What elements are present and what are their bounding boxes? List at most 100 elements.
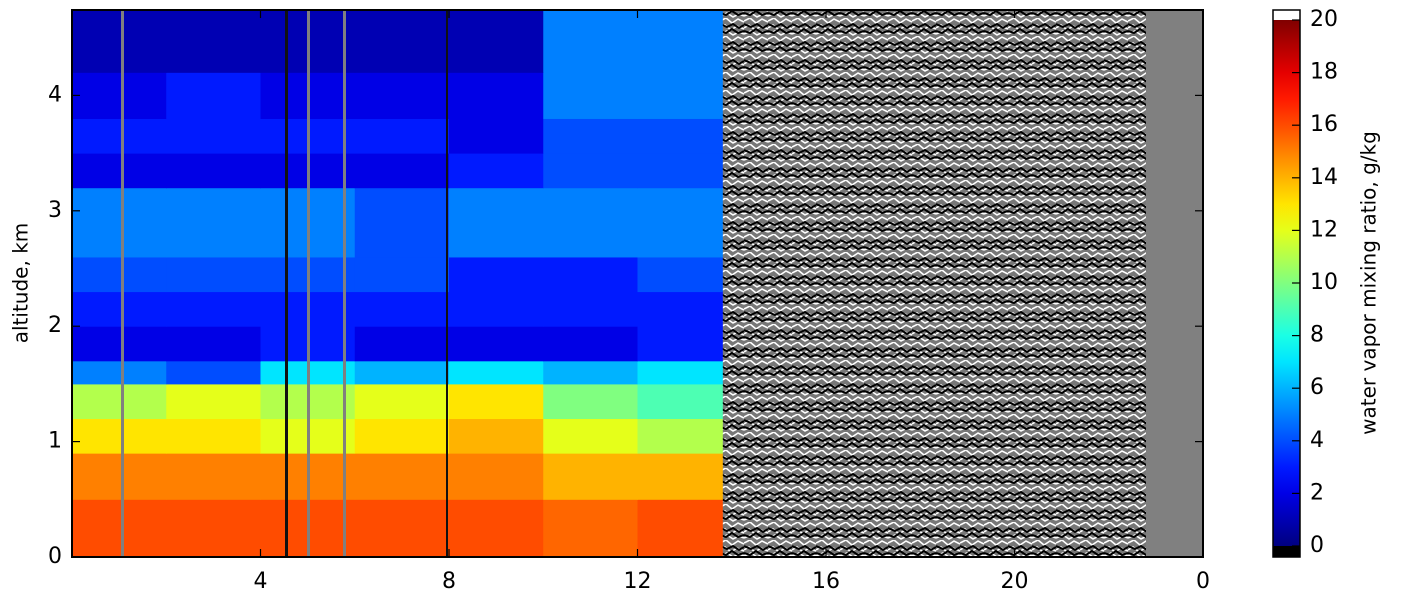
heatmap-cell xyxy=(449,291,544,327)
heatmap-cell xyxy=(72,72,167,119)
heatmap-cell xyxy=(449,418,544,454)
heatmap-cell xyxy=(543,326,638,362)
y-tick-label: 3 xyxy=(48,198,62,223)
heatmap-cell xyxy=(166,326,261,362)
x-tick-label: 16 xyxy=(812,569,840,594)
heatmap-cell xyxy=(354,118,450,154)
heatmap-cell xyxy=(166,72,261,119)
heatmap-cell xyxy=(449,383,544,420)
heatmap-cell xyxy=(72,187,167,258)
heatmap-cell xyxy=(72,118,167,154)
heatmap-cell xyxy=(354,187,450,258)
heatmap-cell xyxy=(354,291,450,327)
heatmap-cell xyxy=(637,187,723,258)
heatmap-cell xyxy=(543,72,638,119)
heatmap-cell xyxy=(543,383,638,420)
heatmap-cell xyxy=(166,499,261,558)
y-axis-label: altitude, km xyxy=(9,223,33,344)
heatmap-cell xyxy=(637,453,723,500)
colorbar-tick-label: 8 xyxy=(1310,323,1324,348)
heatmap-cell xyxy=(543,418,638,454)
heatmap-cell xyxy=(166,418,261,454)
heatmap-cell xyxy=(354,326,450,362)
heatmap-cell xyxy=(637,256,723,293)
heatmap-cell xyxy=(543,256,638,293)
heatmap-cell xyxy=(166,10,261,73)
heatmap-cell xyxy=(72,418,167,454)
heatmap-cell xyxy=(166,360,261,385)
heatmap-cell xyxy=(72,383,167,420)
heatmap-cell xyxy=(354,10,450,73)
heatmap-cell xyxy=(449,256,544,293)
heatmap-cell xyxy=(354,383,450,420)
colorbar-tick-label: 20 xyxy=(1310,7,1338,32)
colorbar-tick-label: 14 xyxy=(1310,165,1338,190)
colorbar-tick-label: 18 xyxy=(1310,60,1338,85)
heatmap-cell xyxy=(637,383,723,420)
heatmap-cell xyxy=(72,326,167,362)
y-tick-label: 4 xyxy=(48,82,62,107)
heatmap-cell xyxy=(72,153,167,189)
colorbar-tick-label: 16 xyxy=(1310,112,1338,137)
heatmap-cell xyxy=(354,360,450,385)
heatmap-cell xyxy=(637,360,723,385)
heatmap-cell xyxy=(543,360,638,385)
heatmap-cell xyxy=(354,256,450,293)
heatmap-cell xyxy=(166,383,261,420)
colorbar-tick-label: 10 xyxy=(1310,270,1338,295)
heatmap-cell xyxy=(543,153,638,189)
heatmap-cell xyxy=(354,418,450,454)
heatmap-cell xyxy=(449,187,544,258)
heatmap-cell xyxy=(72,499,167,558)
heatmap-cell xyxy=(449,326,544,362)
gap-lines xyxy=(121,10,448,557)
heatmap-cell xyxy=(72,291,167,327)
heatmap xyxy=(72,10,723,558)
heatmap-cell xyxy=(72,10,167,73)
heatmap-cell xyxy=(354,499,450,558)
missing-region xyxy=(1146,10,1203,557)
heatmap-cell xyxy=(449,499,544,558)
heatmap-cell xyxy=(543,10,638,73)
colorbar-under xyxy=(1273,546,1300,557)
heatmap-cell xyxy=(72,453,167,500)
heatmap-cell xyxy=(543,291,638,327)
heatmap-cell xyxy=(354,453,450,500)
heatmap-cell xyxy=(543,187,638,258)
heatmap-cell xyxy=(449,72,544,119)
colorbar-tick-label: 4 xyxy=(1310,428,1324,453)
x-tick-label: 20 xyxy=(1001,569,1029,594)
heatmap-cell xyxy=(354,72,450,119)
heatmap-cell xyxy=(72,360,167,385)
heatmap-cell xyxy=(449,360,544,385)
colorbar-tick-label: 12 xyxy=(1310,217,1338,242)
heatmap-cell xyxy=(543,453,638,500)
x-tick-label: 4 xyxy=(254,569,268,594)
y-tick-label: 2 xyxy=(48,313,62,338)
colorbar-tick-label: 2 xyxy=(1310,480,1324,505)
heatmap-cell xyxy=(637,326,723,362)
colorbar-tick-label: 0 xyxy=(1310,533,1324,558)
heatmap-cell xyxy=(449,10,544,73)
heatmap-cell xyxy=(449,118,544,154)
heatmap-cell xyxy=(543,118,638,154)
y-tick-label: 1 xyxy=(48,429,62,454)
heatmap-cell xyxy=(637,291,723,327)
heatmap-cell xyxy=(166,256,261,293)
heatmap-cell xyxy=(637,72,723,119)
heatmap-cell xyxy=(354,153,450,189)
x-tick-label: 8 xyxy=(442,569,456,594)
heatmap-cell xyxy=(166,187,261,258)
heatmap-cell xyxy=(166,153,261,189)
heatmap-cell xyxy=(166,118,261,154)
heatmap-cell xyxy=(637,499,723,558)
x-tick-label: 0 xyxy=(1196,569,1210,594)
heatmap-cell xyxy=(637,418,723,454)
heatmap-cell xyxy=(166,291,261,327)
heatmap-cell xyxy=(543,499,638,558)
colorbar-over xyxy=(1273,10,1300,20)
heatmap-cell xyxy=(449,153,544,189)
x-tick-label: 12 xyxy=(624,569,652,594)
